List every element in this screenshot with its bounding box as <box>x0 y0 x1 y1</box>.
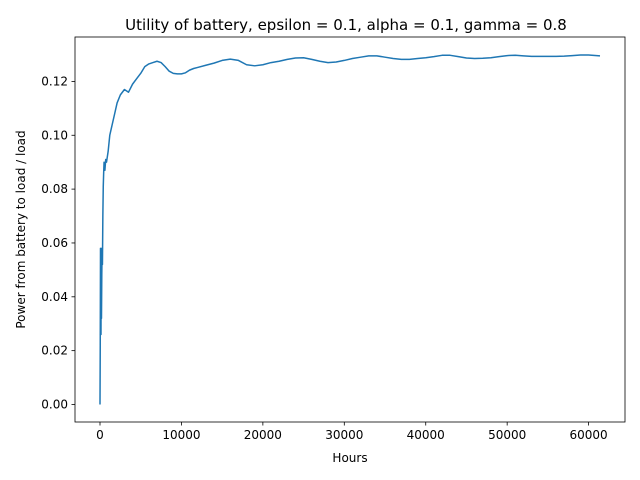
x-tick-label: 40000 <box>407 428 445 442</box>
y-axis-ticks: 0.00 0.02 0.04 0.06 0.08 0.10 0.12 <box>41 74 75 412</box>
x-axis-ticks: 0 10000 20000 30000 40000 50000 60000 <box>96 422 608 442</box>
y-tick-label: 0.00 <box>41 398 68 412</box>
y-tick-label: 0.04 <box>41 290 68 304</box>
y-tick-label: 0.02 <box>41 344 68 358</box>
x-tick-label: 50000 <box>488 428 526 442</box>
plot-frame <box>74 36 626 423</box>
y-axis-label: Power from battery to load / load <box>14 130 28 328</box>
series-line-0 <box>99 54 601 405</box>
y-tick-label: 0.12 <box>41 74 68 88</box>
x-tick-label: 60000 <box>570 428 608 442</box>
plot-area <box>99 54 601 405</box>
x-tick-label: 10000 <box>162 428 200 442</box>
y-tick-label: 0.10 <box>41 128 68 142</box>
x-tick-label: 20000 <box>244 428 282 442</box>
chart-title: Utility of battery, epsilon = 0.1, alpha… <box>125 16 567 34</box>
y-tick-label: 0.06 <box>41 236 68 250</box>
x-tick-label: 0 <box>96 428 104 442</box>
x-tick-label: 30000 <box>325 428 363 442</box>
x-axis-label: Hours <box>332 451 367 465</box>
y-tick-label: 0.08 <box>41 182 68 196</box>
